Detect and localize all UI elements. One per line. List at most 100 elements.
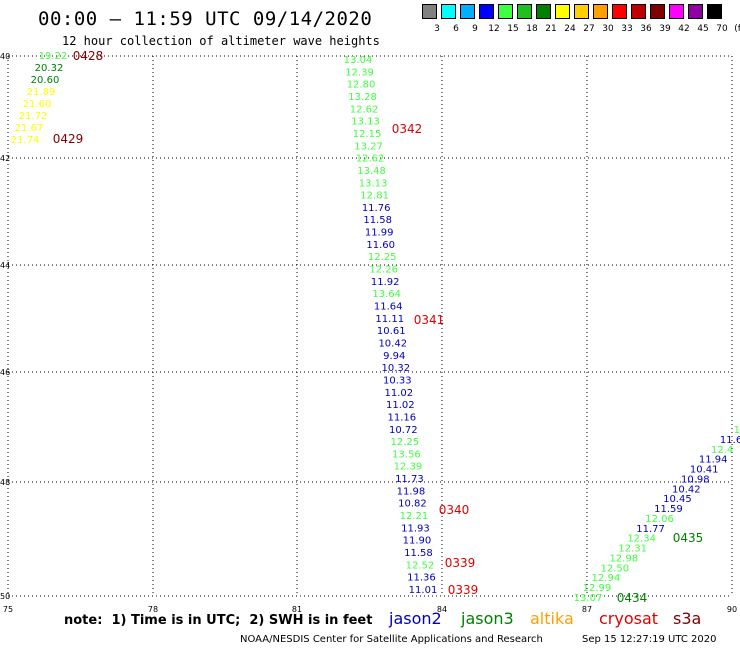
satellite-cryosat: cryosat: [599, 609, 659, 628]
wave-height-value: 11.11: [375, 314, 404, 325]
wave-height-value: 13.64: [372, 289, 401, 300]
wave-height-value: 21.67: [15, 123, 44, 134]
legend-swatch: [460, 4, 475, 19]
wave-height-value: 11.99: [365, 228, 394, 239]
legend-swatch: [669, 4, 684, 19]
wave-height-value: 11.64: [374, 302, 403, 313]
legend-swatch: [631, 4, 646, 19]
wave-height-value: 13.07: [574, 593, 603, 604]
legend-swatch: [707, 4, 722, 19]
pass-time-label: 0434: [617, 591, 648, 605]
x-tick-label: 87: [582, 605, 592, 614]
legend-label: 70: [716, 24, 728, 34]
footer-timestamp: Sep 15 12:27:19 UTC 2020: [582, 634, 717, 645]
legend-label: 27: [583, 24, 595, 34]
legend-label: 30: [602, 24, 614, 34]
map-title: 00:00 – 11:59 UTC 09/14/2020: [38, 8, 373, 30]
x-tick-label: 90: [727, 605, 737, 614]
legend-swatch: [479, 4, 494, 19]
legend-swatch: [536, 4, 551, 19]
legend-label: 21: [545, 24, 557, 34]
x-tick-label: 78: [148, 605, 158, 614]
wave-height-value: 10.61: [377, 326, 406, 337]
legend-label: 9: [472, 24, 478, 34]
footer-credit: NOAA/NESDIS Center for Satellite Applica…: [240, 634, 543, 645]
wave-height-value: 12.39: [345, 67, 374, 78]
wave-height-value: 11.36: [407, 573, 436, 584]
legend-label: 12: [488, 24, 500, 34]
satellite-jason2: jason2: [389, 609, 442, 628]
wave-height-value: 11.93: [401, 523, 430, 534]
wave-height-value: 19.22: [39, 51, 68, 62]
wave-height-value: 12.34: [627, 534, 656, 545]
wave-height-value: 21.60: [23, 99, 52, 110]
x-tick-label: 84: [437, 605, 447, 614]
y-tick-label: 50: [0, 592, 10, 601]
legend-label: 15: [507, 24, 519, 34]
wave-height-value: 13.56: [392, 449, 421, 460]
wave-height-value: 10.42: [672, 484, 701, 495]
wave-height-passes: 19.2220.3220.6021.8921.6021.7221.6721.74…: [11, 49, 740, 605]
legend-label: 24: [564, 24, 576, 34]
legend-swatch: [612, 4, 627, 19]
wave-height-value: 11.92: [371, 277, 400, 288]
y-tick-label: 42: [0, 154, 10, 163]
legend-label: 3: [434, 24, 440, 34]
legend-label: 6: [453, 24, 459, 34]
legend-label: 36: [640, 24, 652, 34]
wave-height-value: 11.60: [366, 240, 395, 251]
wave-height-value: 12.15: [353, 129, 382, 140]
satellite-pass: 13.0412.3912.8013.2812.6213.1312.1513.27…: [344, 55, 479, 597]
legend-swatch: [441, 4, 456, 19]
wave-height-value: 12.94: [592, 573, 621, 584]
wave-height-value: 10.98: [681, 474, 710, 485]
y-tick-label: 48: [0, 478, 10, 487]
wave-height-value: 11.58: [363, 215, 392, 226]
pass-time-label: 0339: [445, 556, 476, 570]
wave-height-value: 13.28: [348, 92, 377, 103]
legend-swatch: [555, 4, 570, 19]
wave-height-value: 11.94: [699, 455, 728, 466]
wave-height-value: 10.42: [378, 338, 407, 349]
wave-height-value: 11.02: [386, 400, 415, 411]
pass-time-label: 0429: [53, 132, 84, 146]
satellite-pass: 1211.612.411.9410.4110.9810.4210.4511.59…: [574, 425, 740, 605]
wave-height-value: 13.13: [359, 178, 388, 189]
wave-height-value: 11.02: [384, 388, 413, 399]
wave-height-value: 13.48: [357, 166, 386, 177]
satellite-s3a: s3a: [673, 609, 702, 628]
wave-height-value: 11.73: [395, 474, 424, 485]
wave-height-value: 20.60: [31, 75, 60, 86]
wave-height-value: 11.6: [720, 435, 740, 446]
wave-height-value: 12.81: [360, 191, 389, 202]
wave-height-value: 12.62: [350, 104, 379, 115]
legend-label: 42: [678, 24, 690, 34]
wave-height-value: 10.32: [381, 363, 410, 374]
wave-height-value: 13.04: [344, 55, 373, 66]
satellite-altika: altika: [530, 609, 574, 628]
wave-height-value: 10.41: [690, 465, 719, 476]
legend-swatch: [517, 4, 532, 19]
legend-swatch: [650, 4, 665, 19]
pass-time-label: 0342: [392, 122, 423, 136]
pass-time-label: 0341: [414, 313, 445, 327]
wave-height-value: 10.82: [398, 499, 427, 510]
x-tick-label: 75: [3, 605, 13, 614]
wave-height-value: 12.99: [583, 583, 612, 594]
wave-height-value: 11.16: [388, 412, 417, 423]
wave-height-value: 11.76: [362, 203, 391, 214]
wave-height-value: 21.72: [19, 111, 48, 122]
axis-ticks: 75 78 81 84 87 90 40 42 44 46 48 50: [0, 52, 737, 614]
wave-height-value: 12: [734, 425, 740, 436]
footnote: note: 1) Time is in UTC; 2) SWH is in fe…: [64, 613, 373, 628]
wave-height-value: 21.74: [11, 135, 40, 146]
y-tick-label: 44: [0, 261, 10, 270]
wave-height-value: 12.98: [609, 553, 638, 564]
pass-time-label: 0435: [673, 531, 704, 545]
wave-height-value: 12.21: [400, 511, 429, 522]
wave-height-value: 12.50: [601, 563, 630, 574]
wave-height-value: 11.59: [654, 504, 683, 515]
satellite-jason3: jason3: [461, 609, 514, 628]
legend-swatch: [574, 4, 589, 19]
map-grid: [7, 55, 733, 597]
